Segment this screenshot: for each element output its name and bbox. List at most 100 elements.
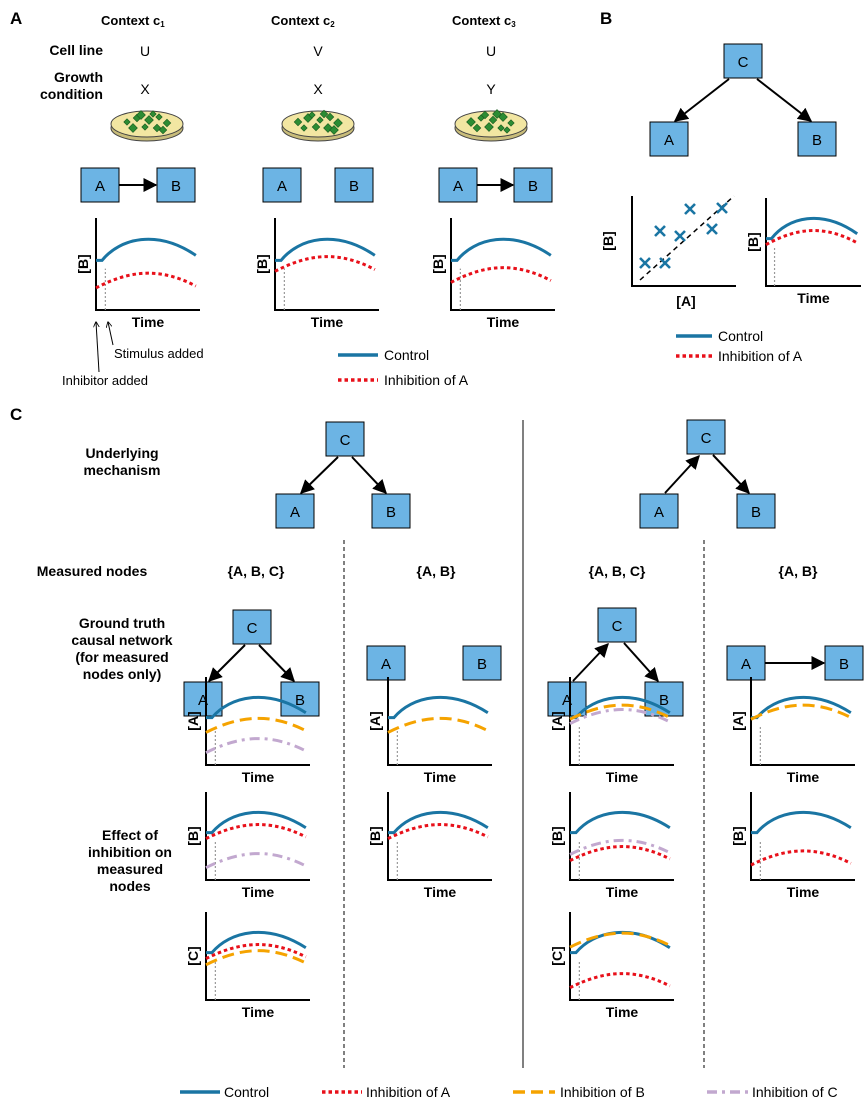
panel-label-a: A xyxy=(10,9,22,28)
row-label-ground-truth-4: nodes only) xyxy=(83,666,162,682)
node-c-label: C xyxy=(612,618,623,635)
series-a xyxy=(274,255,376,273)
x-axis-label: Time xyxy=(424,769,457,785)
edge-c-to-b xyxy=(258,644,295,683)
edge-a-to-c xyxy=(664,454,700,494)
plot-axes xyxy=(569,677,674,766)
node-b xyxy=(462,645,502,681)
node-b xyxy=(334,167,374,203)
node-a xyxy=(639,493,679,529)
series-a xyxy=(95,271,197,290)
legend-control-label: Control xyxy=(718,328,763,344)
context-header-2: Context c2 xyxy=(271,13,335,29)
node-a xyxy=(366,645,406,681)
y-axis-label: [B] xyxy=(367,826,383,845)
inhibitor-annotation: Inhibitor added xyxy=(62,322,148,388)
plot-col2-a: [A] Time xyxy=(367,677,492,785)
row-label-effect-3: measured xyxy=(97,861,163,877)
context-header-1: Context c1 xyxy=(101,13,165,29)
growth-value-3: Y xyxy=(486,81,496,97)
node-b-label: B xyxy=(659,692,669,709)
plot-axes xyxy=(387,677,492,766)
scatter-point xyxy=(654,225,666,237)
series-b xyxy=(205,949,307,967)
node-c-label: C xyxy=(701,430,712,447)
node-b-label: B xyxy=(839,656,849,673)
plot-panel-b: [B] Time xyxy=(745,198,861,306)
node-b-label: B xyxy=(812,132,822,149)
edge-a-to-c xyxy=(572,642,609,682)
legend-inh-c-label: Inhibition of C xyxy=(752,1084,838,1100)
node-b-label: B xyxy=(349,178,359,195)
row-label-cell-line: Cell line xyxy=(49,42,103,58)
plot-axes xyxy=(274,218,379,311)
node-c-label: C xyxy=(738,54,749,71)
context-title: Context c3 xyxy=(452,13,516,29)
series-a xyxy=(569,845,671,862)
series-c xyxy=(569,708,671,725)
row-label-condition: condition xyxy=(40,86,103,102)
node-b-label: B xyxy=(751,504,761,521)
plot-context-1-b: [B] Time xyxy=(75,218,200,330)
node-a-label: A xyxy=(381,656,391,673)
cell-line-value-2: V xyxy=(313,43,323,59)
y-axis-label: [B] xyxy=(254,254,270,273)
series-c xyxy=(205,852,307,870)
legend-control-label: Control xyxy=(224,1084,269,1100)
panel-b-network: C A B xyxy=(649,43,837,157)
x-axis-label: Time xyxy=(787,769,820,785)
legend-bottom: Control Inhibition of A Inhibition of B … xyxy=(180,1084,838,1100)
y-axis-label: [C] xyxy=(549,946,565,965)
plot-axes xyxy=(205,792,310,881)
series-ctrl xyxy=(451,237,552,262)
series-b xyxy=(750,703,852,721)
node-c xyxy=(597,607,637,643)
edge-c-to-a xyxy=(673,78,730,122)
trend-line xyxy=(639,195,735,281)
inhibitor-label: Inhibitor added xyxy=(62,373,148,388)
node-a-label: A xyxy=(290,504,300,521)
x-axis-label: Time xyxy=(311,314,344,330)
row-label-ground-truth-2: causal network xyxy=(71,632,172,648)
node-a xyxy=(262,167,302,203)
measured-set-3: {A, B, C} xyxy=(589,563,646,579)
node-c xyxy=(723,43,763,79)
plot-axes xyxy=(205,677,310,766)
plot-col3-c: [C] Time xyxy=(549,912,674,1020)
series-c xyxy=(569,838,671,856)
node-b xyxy=(371,493,411,529)
node-a xyxy=(547,681,587,717)
node-a xyxy=(438,167,478,203)
plot-col1-a: [A] Time xyxy=(185,677,310,785)
node-a-label: A xyxy=(453,178,463,195)
plot-axes xyxy=(205,912,310,1001)
x-axis-label: Time xyxy=(424,884,457,900)
series-b xyxy=(387,716,489,734)
ground-truth-1: C A B xyxy=(183,609,320,717)
plot-axes xyxy=(750,792,855,881)
x-axis-label: Time xyxy=(487,314,520,330)
x-axis-label: Time xyxy=(797,290,830,306)
node-b xyxy=(736,493,776,529)
scatter-point xyxy=(684,203,696,215)
y-axis-label: [B] xyxy=(185,826,201,845)
legend-inh-b-label: Inhibition of B xyxy=(560,1084,645,1100)
row-label-ground-truth: Ground truth xyxy=(79,615,165,631)
underlying-mechanism-left: C A B xyxy=(275,421,411,529)
node-a-label: A xyxy=(654,504,664,521)
plot-context-2-b: [B] Time xyxy=(254,218,379,330)
edge-c-to-b xyxy=(351,456,387,495)
series-ctrl xyxy=(751,810,852,835)
y-axis-label: [A] xyxy=(730,711,746,730)
plot-col2-b: [B] Time xyxy=(367,792,492,900)
y-axis-label: [A] xyxy=(549,711,565,730)
legend-panel-a: Control Inhibition of A xyxy=(338,347,469,388)
node-a-label: A xyxy=(741,656,751,673)
petri-dish-icon xyxy=(454,109,528,142)
plot-context-3-b: [B] Time xyxy=(430,218,555,330)
node-a xyxy=(275,493,315,529)
row-label-mechanism: mechanism xyxy=(83,462,160,478)
series-c xyxy=(205,737,307,755)
legend-control-label: Control xyxy=(384,347,429,363)
